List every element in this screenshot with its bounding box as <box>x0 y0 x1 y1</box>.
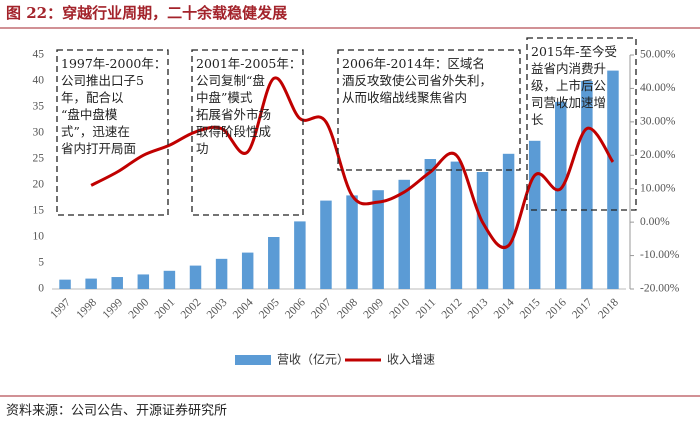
x-tick-label: 1997 <box>48 296 73 321</box>
y-tick-label: 40 <box>33 75 45 87</box>
annotation: 年，配合以 <box>61 90 124 105</box>
x-tick-label: 2002 <box>179 296 204 321</box>
bar <box>189 265 202 289</box>
x-tick-label: 2014 <box>492 296 517 321</box>
bar <box>607 70 619 289</box>
annotation: 拓展省外市场 <box>196 107 271 122</box>
x-tick-label: 1999 <box>100 296 125 321</box>
y2-tick-label: -10.00% <box>640 249 680 261</box>
annotation: 司营收加速增 <box>531 95 606 110</box>
bar <box>502 153 515 289</box>
y-tick-label: 45 <box>33 49 45 61</box>
y2-tick-label: 0.00% <box>640 216 670 228</box>
bar <box>346 195 358 289</box>
bar <box>555 101 567 289</box>
x-tick-label: 1998 <box>74 296 99 321</box>
x-tick-label: 2001 <box>153 296 178 321</box>
annotation: 2015年-至今受 <box>531 44 617 59</box>
x-tick-label: 2007 <box>309 296 334 321</box>
annotation-box <box>526 37 637 211</box>
annotation-box <box>56 49 169 216</box>
annotation: 酒反攻致使公司省外失利， <box>342 73 492 88</box>
bar <box>476 172 489 289</box>
bar <box>163 270 176 289</box>
bar <box>372 190 384 289</box>
x-tick-label: 2005 <box>257 296 282 321</box>
annotation: 2001年-2005年： <box>196 56 301 71</box>
y-tick-label: 35 <box>33 101 45 113</box>
y2-tick-label: 30.00% <box>640 115 676 127</box>
bar <box>424 159 437 289</box>
bar <box>581 81 593 289</box>
bar <box>320 200 332 289</box>
annotation: 式”，迅速在 <box>61 124 130 139</box>
x-tick-label: 2003 <box>205 296 230 321</box>
annotation: 功 <box>196 141 209 156</box>
x-tick-label: 2018 <box>596 296 621 321</box>
annotation-box <box>191 49 304 216</box>
x-tick-label: 2009 <box>361 296 386 321</box>
x-tick-label: 2012 <box>440 296 465 321</box>
y-tick-label: 10 <box>33 231 45 243</box>
bar <box>85 278 97 289</box>
y-tick-label: 0 <box>38 283 44 295</box>
annotation: 公司复制“盘 <box>196 73 265 88</box>
line <box>90 76 615 249</box>
bar <box>241 252 254 289</box>
x-tick-label: 2011 <box>414 296 439 321</box>
source: 资料来源：公司公告、开源证券研究所 <box>6 403 227 419</box>
chart-title: 图 22：穿越行业周期，二十余载稳健发展 <box>6 4 287 22</box>
bar <box>268 237 280 289</box>
y-tick-label: 25 <box>33 153 45 165</box>
bar <box>450 161 463 289</box>
annotation-box <box>337 49 521 171</box>
x-tick-label: 2006 <box>283 296 308 321</box>
bar <box>59 279 71 289</box>
x-tick-label: 2017 <box>570 296 595 321</box>
bar <box>215 258 228 289</box>
annotation: 1997年-2000年： <box>61 56 166 71</box>
legend-label: 营收（亿元） <box>277 352 349 367</box>
annotation: 取得阶段性成 <box>196 124 271 139</box>
x-tick-label: 2010 <box>387 296 412 321</box>
bar <box>111 277 123 289</box>
annotation: “盘中盘模 <box>61 107 118 122</box>
annotation: 长 <box>531 112 544 127</box>
legend-swatch <box>235 355 271 365</box>
x-tick-label: 2013 <box>466 296 491 321</box>
y-tick-label: 15 <box>33 205 45 217</box>
bar <box>137 274 150 289</box>
annotation: 省内打开局面 <box>61 141 136 156</box>
annotation: 从而收缩战线聚焦省内 <box>342 90 467 105</box>
x-tick-label: 2008 <box>335 296 360 321</box>
annotation: 级，上市后公 <box>531 78 607 93</box>
y-tick-label: 30 <box>33 127 45 139</box>
bar <box>398 179 410 289</box>
y-tick-label: 20 <box>33 179 45 191</box>
annotation: 中盘”模式 <box>196 90 253 105</box>
bar <box>294 221 306 289</box>
y2-tick-label: -20.00% <box>640 283 680 295</box>
x-tick-label: 2015 <box>518 296 543 321</box>
annotation: 2006年-2014年：区域名 <box>342 56 485 71</box>
y2-tick-label: 40.00% <box>640 82 676 94</box>
x-tick-label: 2004 <box>231 296 256 321</box>
y2-tick-label: 20.00% <box>640 149 676 161</box>
annotation: 益省内消费升 <box>531 61 606 76</box>
annotation: 公司推出口子5 <box>61 73 144 88</box>
legend-label: 收入增速 <box>387 353 435 367</box>
bar <box>528 140 541 289</box>
x-tick-label: 2016 <box>544 296 569 321</box>
y2-tick-label: 50.00% <box>640 49 676 61</box>
y-tick-label: 5 <box>38 257 44 269</box>
x-tick-label: 2000 <box>127 296 152 321</box>
y2-tick-label: 10.00% <box>640 182 676 194</box>
